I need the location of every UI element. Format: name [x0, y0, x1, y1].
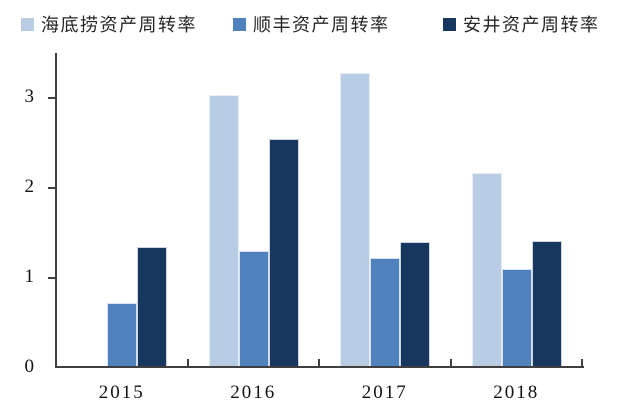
bar — [268, 138, 299, 368]
legend-swatch-icon — [443, 17, 456, 31]
bar — [238, 251, 269, 368]
legend-swatch-icon — [233, 17, 246, 31]
x-axis-label: 2018 — [493, 382, 540, 403]
y-tick-label: 3 — [24, 86, 35, 107]
legend-item: 安井资产周转率 — [443, 11, 600, 37]
legend-label: 顺丰资产周转率 — [253, 15, 390, 35]
bar — [501, 269, 532, 368]
legend-label: 安井资产周转率 — [463, 15, 600, 35]
bar — [471, 172, 502, 368]
bar — [340, 72, 370, 368]
bar — [137, 247, 167, 368]
legend-swatch-icon — [21, 17, 34, 31]
y-tick-label: 2 — [24, 176, 35, 197]
legend-item: 顺丰资产周转率 — [233, 11, 390, 37]
y-tick-mark — [48, 97, 56, 99]
y-tick-label: 1 — [24, 266, 35, 287]
bar — [107, 303, 137, 368]
y-tick-label: 0 — [24, 356, 35, 377]
x-axis-label: 2016 — [230, 382, 277, 403]
legend-item: 海底捞资产周转率 — [21, 11, 197, 37]
bar — [531, 241, 562, 368]
legend-label: 海底捞资产周转率 — [41, 15, 197, 35]
y-tick-mark — [48, 277, 56, 279]
x-tick-mark — [186, 359, 189, 368]
bar — [208, 95, 239, 368]
bar — [370, 258, 400, 368]
x-tick-mark — [581, 359, 583, 368]
y-axis-line — [55, 53, 57, 368]
x-axis-label: 2015 — [98, 382, 145, 403]
x-tick-mark — [318, 359, 320, 368]
x-axis-label: 2017 — [361, 382, 408, 403]
x-tick-mark — [449, 359, 452, 368]
y-tick-mark — [48, 187, 56, 189]
bar — [400, 242, 430, 368]
